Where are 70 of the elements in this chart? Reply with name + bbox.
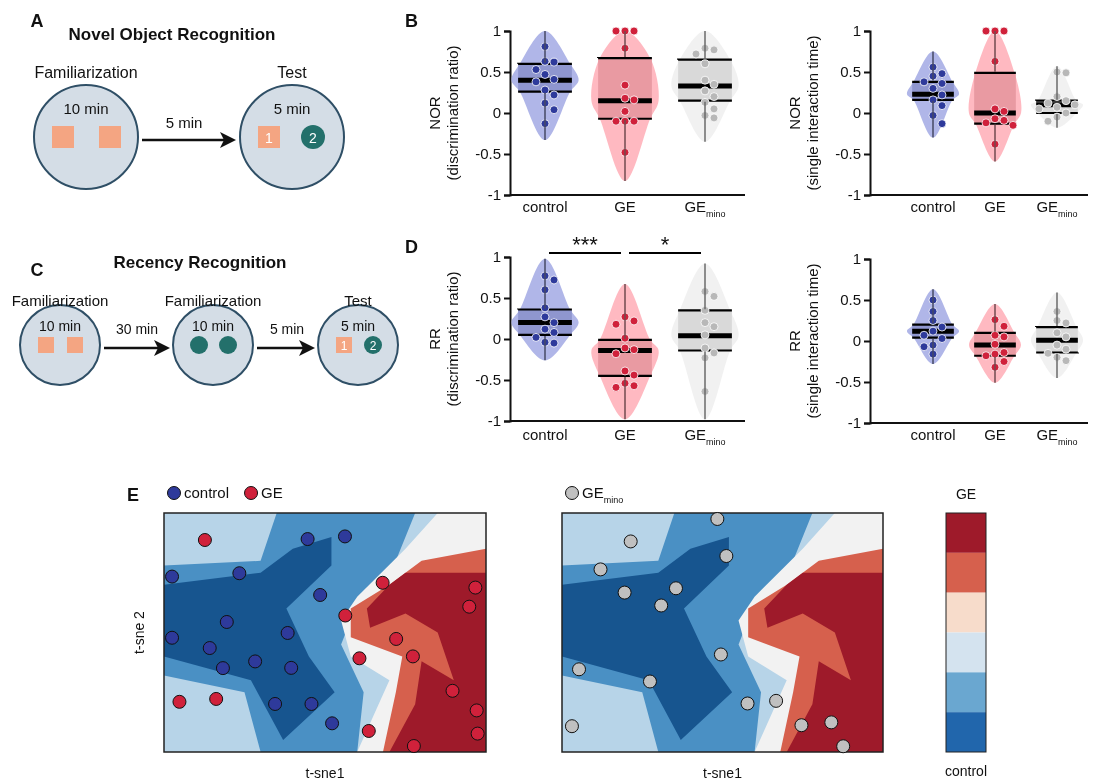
y-tick-label: 0 [852,332,861,350]
text: 5 min [340,318,376,334]
text: 30 min [115,321,159,337]
x-tick-label: GE [614,426,636,443]
y-tick-label: 1 [852,250,861,268]
y-tick-label: -0.5 [835,373,861,391]
text: 2 [309,130,318,146]
y-tick-label: -1 [847,186,861,204]
y-tick-label: -0.5 [835,145,861,163]
text: Recency Recognition [113,253,287,272]
x-tick-label: GE$_{mino}$ [684,198,726,219]
x-tick-label: GE [984,426,1006,443]
text: GE [261,484,283,501]
text: 5 min [273,100,311,117]
y-tick-label: -0.5 [475,371,501,389]
x-tick-label: control [910,198,956,215]
text: t-sne1 [703,765,743,780]
y-axis-title: NOR (single interaction time) [786,35,821,191]
text: 1 [265,130,274,146]
x-tick-label: GE$_{mino}$ [1036,426,1078,447]
y-tick-label: -1 [487,412,501,430]
text: GE [955,486,977,502]
text: Test [344,292,373,309]
text: 10 min [191,318,235,334]
y-tick-label: 0.5 [480,63,501,81]
y-axis-title: NOR (discrimination ratio) [426,45,461,181]
text: 10 min [38,318,82,334]
text: t-sne 2 [131,610,147,654]
x-tick-label: GE [614,198,636,215]
y-tick-label: 0 [492,330,501,348]
text: Familiarization [11,292,109,309]
y-tick-label: 1 [852,22,861,40]
y-tick-label: 1 [492,22,501,40]
x-tick-label: control [522,198,568,215]
text: E [126,485,140,505]
text: control [944,763,988,779]
text: control [184,484,230,501]
text: Familiarization [34,64,138,81]
text: A [30,11,44,31]
y-tick-label: 0.5 [840,291,861,309]
y-tick-label: 0 [852,104,861,122]
x-tick-label: GE$_{mino}$ [684,426,726,447]
x-tick-label: control [522,426,568,443]
text: D [405,237,418,257]
y-tick-label: 0.5 [840,63,861,81]
y-tick-label: -1 [847,414,861,432]
y-tick-label: 0.5 [480,289,501,307]
x-tick-label: GE [984,198,1006,215]
y-tick-label: -1 [487,186,501,204]
text: Novel Object Recognition [68,25,276,44]
y-tick-label: -0.5 [475,145,501,163]
text: 5 min [269,321,305,337]
y-tick-label: 1 [492,248,501,266]
x-tick-label: GE$_{mino}$ [1036,198,1078,219]
text: GE$_{mino}$ [582,484,624,505]
text: C [30,260,44,280]
text: 5 min [165,114,203,131]
text: Familiarization [164,292,262,309]
y-tick-label: 0 [492,104,501,122]
x-tick-label: control [910,426,956,443]
y-axis-title: RR (single interaction time) [786,263,821,419]
text: 1 [340,339,348,353]
text: 2 [369,339,377,353]
text: *** [572,232,599,257]
text: Test [277,64,308,81]
text: B [405,11,418,31]
text: 10 min [63,100,109,117]
y-axis-title: RR (discrimination ratio) [426,271,461,407]
text: t-sne1 [305,765,345,780]
text: * [660,232,670,257]
